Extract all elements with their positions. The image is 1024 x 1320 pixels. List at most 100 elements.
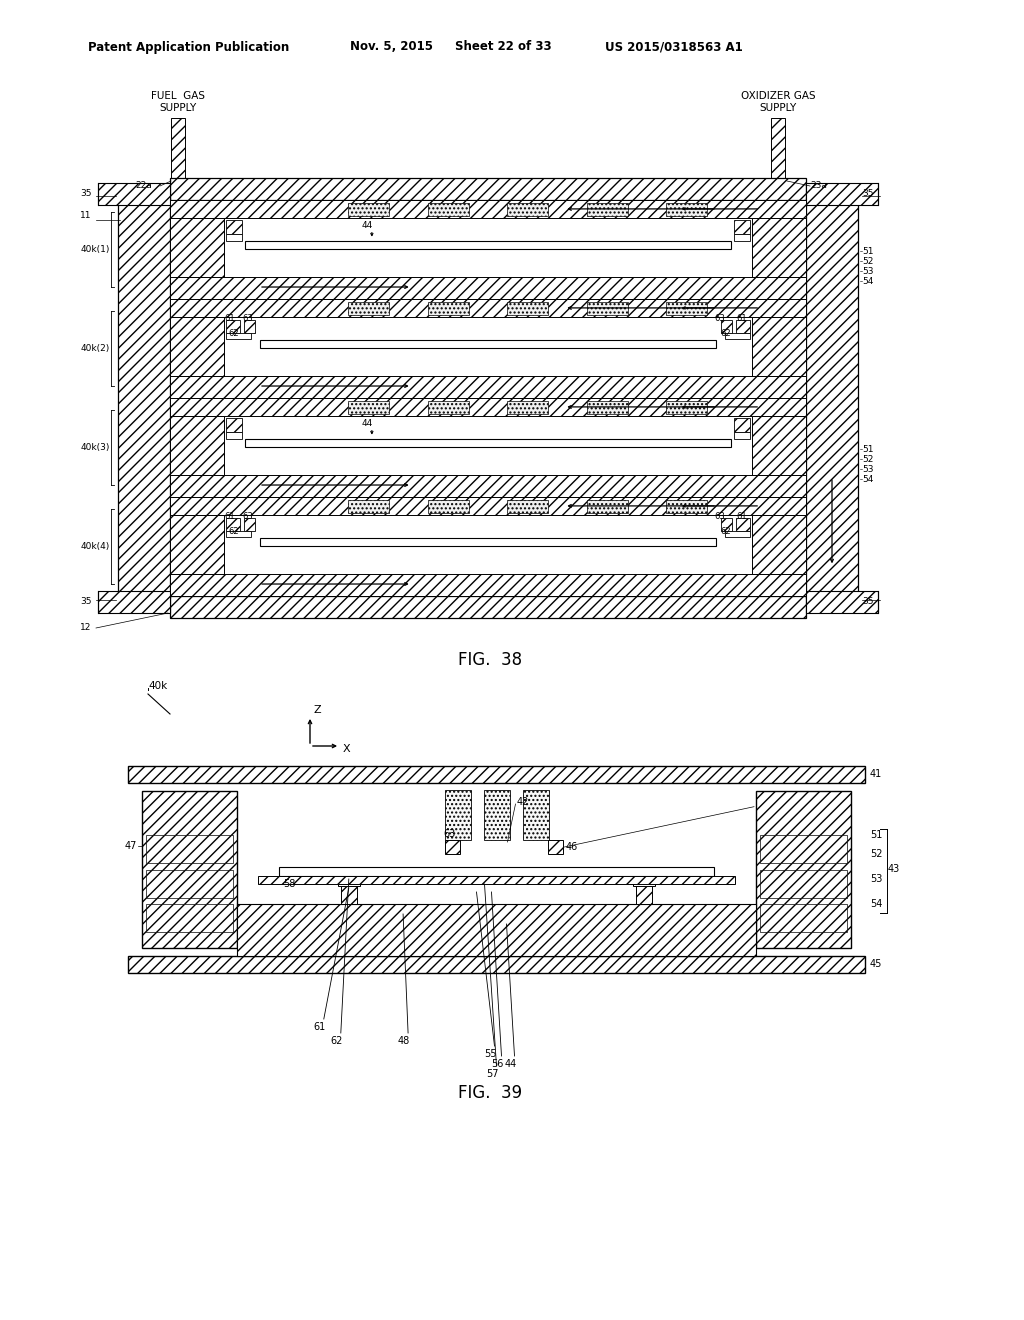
Bar [666,401,708,414]
Bar [128,956,865,973]
Bar [736,517,750,531]
Bar [338,879,359,886]
Text: 40k: 40k [148,681,167,690]
Text: 58: 58 [284,879,296,888]
Bar [734,432,750,438]
Text: 52: 52 [862,455,873,465]
Text: 23a: 23a [810,181,826,190]
Bar [226,319,240,333]
Bar [260,537,716,545]
Text: 52: 52 [862,257,873,267]
Bar [170,416,224,475]
Text: 53: 53 [862,267,873,276]
Bar [428,203,469,216]
Bar [507,302,549,315]
Bar [146,870,233,898]
Text: Sheet 22 of 33: Sheet 22 of 33 [455,41,552,54]
Bar [244,319,255,333]
Bar [587,302,628,315]
Text: 44: 44 [505,1059,517,1069]
Text: 40k(1): 40k(1) [81,246,110,253]
Text: 63: 63 [242,512,253,521]
Text: 53: 53 [870,874,883,884]
Bar [98,591,170,612]
Bar [444,789,470,840]
Bar [170,498,806,515]
Bar [279,867,715,876]
Text: US 2015/0318563 A1: US 2015/0318563 A1 [605,41,742,54]
Text: 61: 61 [224,314,234,323]
Bar [226,220,242,234]
Bar [226,234,242,240]
Bar [258,876,735,884]
Text: 62: 62 [720,527,730,536]
Bar [146,836,233,863]
Text: 61: 61 [736,512,746,521]
Bar [170,178,806,201]
Bar [245,240,731,248]
Bar [226,531,251,537]
Bar [118,198,170,598]
Bar [666,500,708,513]
Bar [721,319,732,333]
Bar [752,218,806,277]
Bar [752,515,806,574]
Bar [226,517,240,531]
Text: 45: 45 [870,960,883,969]
Bar [587,401,628,414]
Bar [806,591,878,612]
Text: 35: 35 [862,190,873,198]
Text: 40k(2): 40k(2) [81,345,110,352]
Text: Z: Z [313,705,321,715]
Bar [725,531,750,537]
Text: X: X [343,744,350,754]
Text: 40k(3): 40k(3) [81,444,110,451]
Bar [806,198,858,598]
Text: FUEL  GAS: FUEL GAS [151,91,205,102]
Bar [666,203,708,216]
Bar [428,500,469,513]
Text: 47: 47 [125,841,137,851]
Text: 53: 53 [862,465,873,474]
Bar [736,319,750,333]
Bar [146,904,233,932]
Text: 54: 54 [862,277,873,286]
Text: OXIDIZER GAS: OXIDIZER GAS [740,91,815,102]
Bar [244,517,255,531]
Bar [507,203,549,216]
Bar [806,183,878,205]
Bar [428,401,469,414]
Bar [760,904,847,932]
Text: SUPPLY: SUPPLY [160,103,197,114]
Text: 54: 54 [870,899,883,909]
Bar [170,300,806,317]
Text: 35: 35 [80,598,91,606]
Bar [341,886,356,904]
Bar [128,766,865,783]
Text: 62: 62 [228,527,239,536]
Bar [587,203,628,216]
Bar [633,879,655,886]
Bar [721,517,732,531]
Bar [170,218,224,277]
Bar [260,339,716,347]
Bar [170,201,806,218]
Bar [549,840,563,854]
Text: 56: 56 [492,1059,504,1069]
Bar [734,234,750,240]
Bar [170,574,806,597]
Bar [348,302,389,315]
Bar [507,401,549,414]
Bar [483,789,510,840]
Text: 35: 35 [862,598,873,606]
Bar [245,438,731,446]
Bar [522,789,549,840]
Text: 54: 54 [862,475,873,484]
Bar [348,401,389,414]
Text: FIG.  39: FIG. 39 [458,1084,522,1102]
Bar [170,475,806,498]
Text: 63: 63 [714,512,725,521]
Bar [170,399,806,416]
Text: 57: 57 [486,1069,499,1078]
Bar [170,376,806,399]
